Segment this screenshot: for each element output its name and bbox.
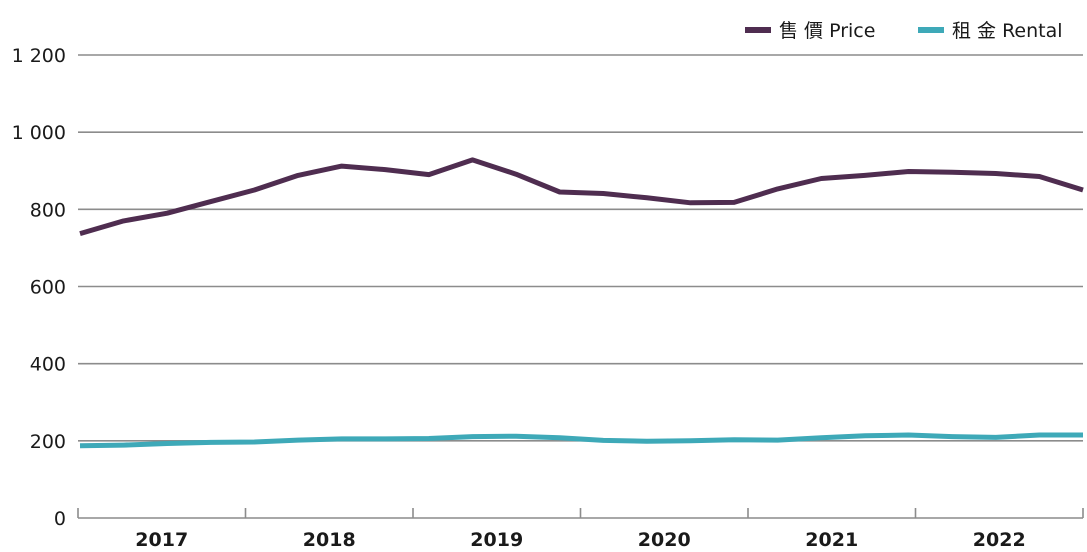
legend-label-rental: 租 金 Rental xyxy=(952,20,1063,42)
x-tick-label: 2019 xyxy=(470,529,523,551)
x-tick-label: 2021 xyxy=(805,529,858,551)
y-tick-label: 600 xyxy=(30,277,66,299)
series-lines xyxy=(79,157,1084,449)
series-line-price xyxy=(79,157,1084,237)
y-tick-label: 200 xyxy=(30,431,66,453)
y-tick-label: 400 xyxy=(30,354,66,376)
y-tick-label: 800 xyxy=(30,199,66,221)
grid-lines xyxy=(78,54,1083,442)
x-tick-label: 2018 xyxy=(303,529,356,551)
x-axis: 2017 2018 2019 2020 2021 2022 xyxy=(77,508,1084,551)
y-tick-label: 1 200 xyxy=(12,45,66,67)
y-axis: 0 200 400 600 800 1 000 1 200 xyxy=(12,45,66,530)
legend-label-price: 售 價 Price xyxy=(779,20,875,42)
x-tick-label: 2020 xyxy=(638,529,691,551)
y-tick-label: 1 000 xyxy=(12,122,66,144)
legend: 售 價 Price 租 金 Rental xyxy=(745,20,1063,42)
series-line-rental xyxy=(79,432,1083,449)
x-tick-label: 2022 xyxy=(973,529,1026,551)
y-tick-label: 0 xyxy=(54,508,66,530)
x-tick-label: 2017 xyxy=(135,529,188,551)
